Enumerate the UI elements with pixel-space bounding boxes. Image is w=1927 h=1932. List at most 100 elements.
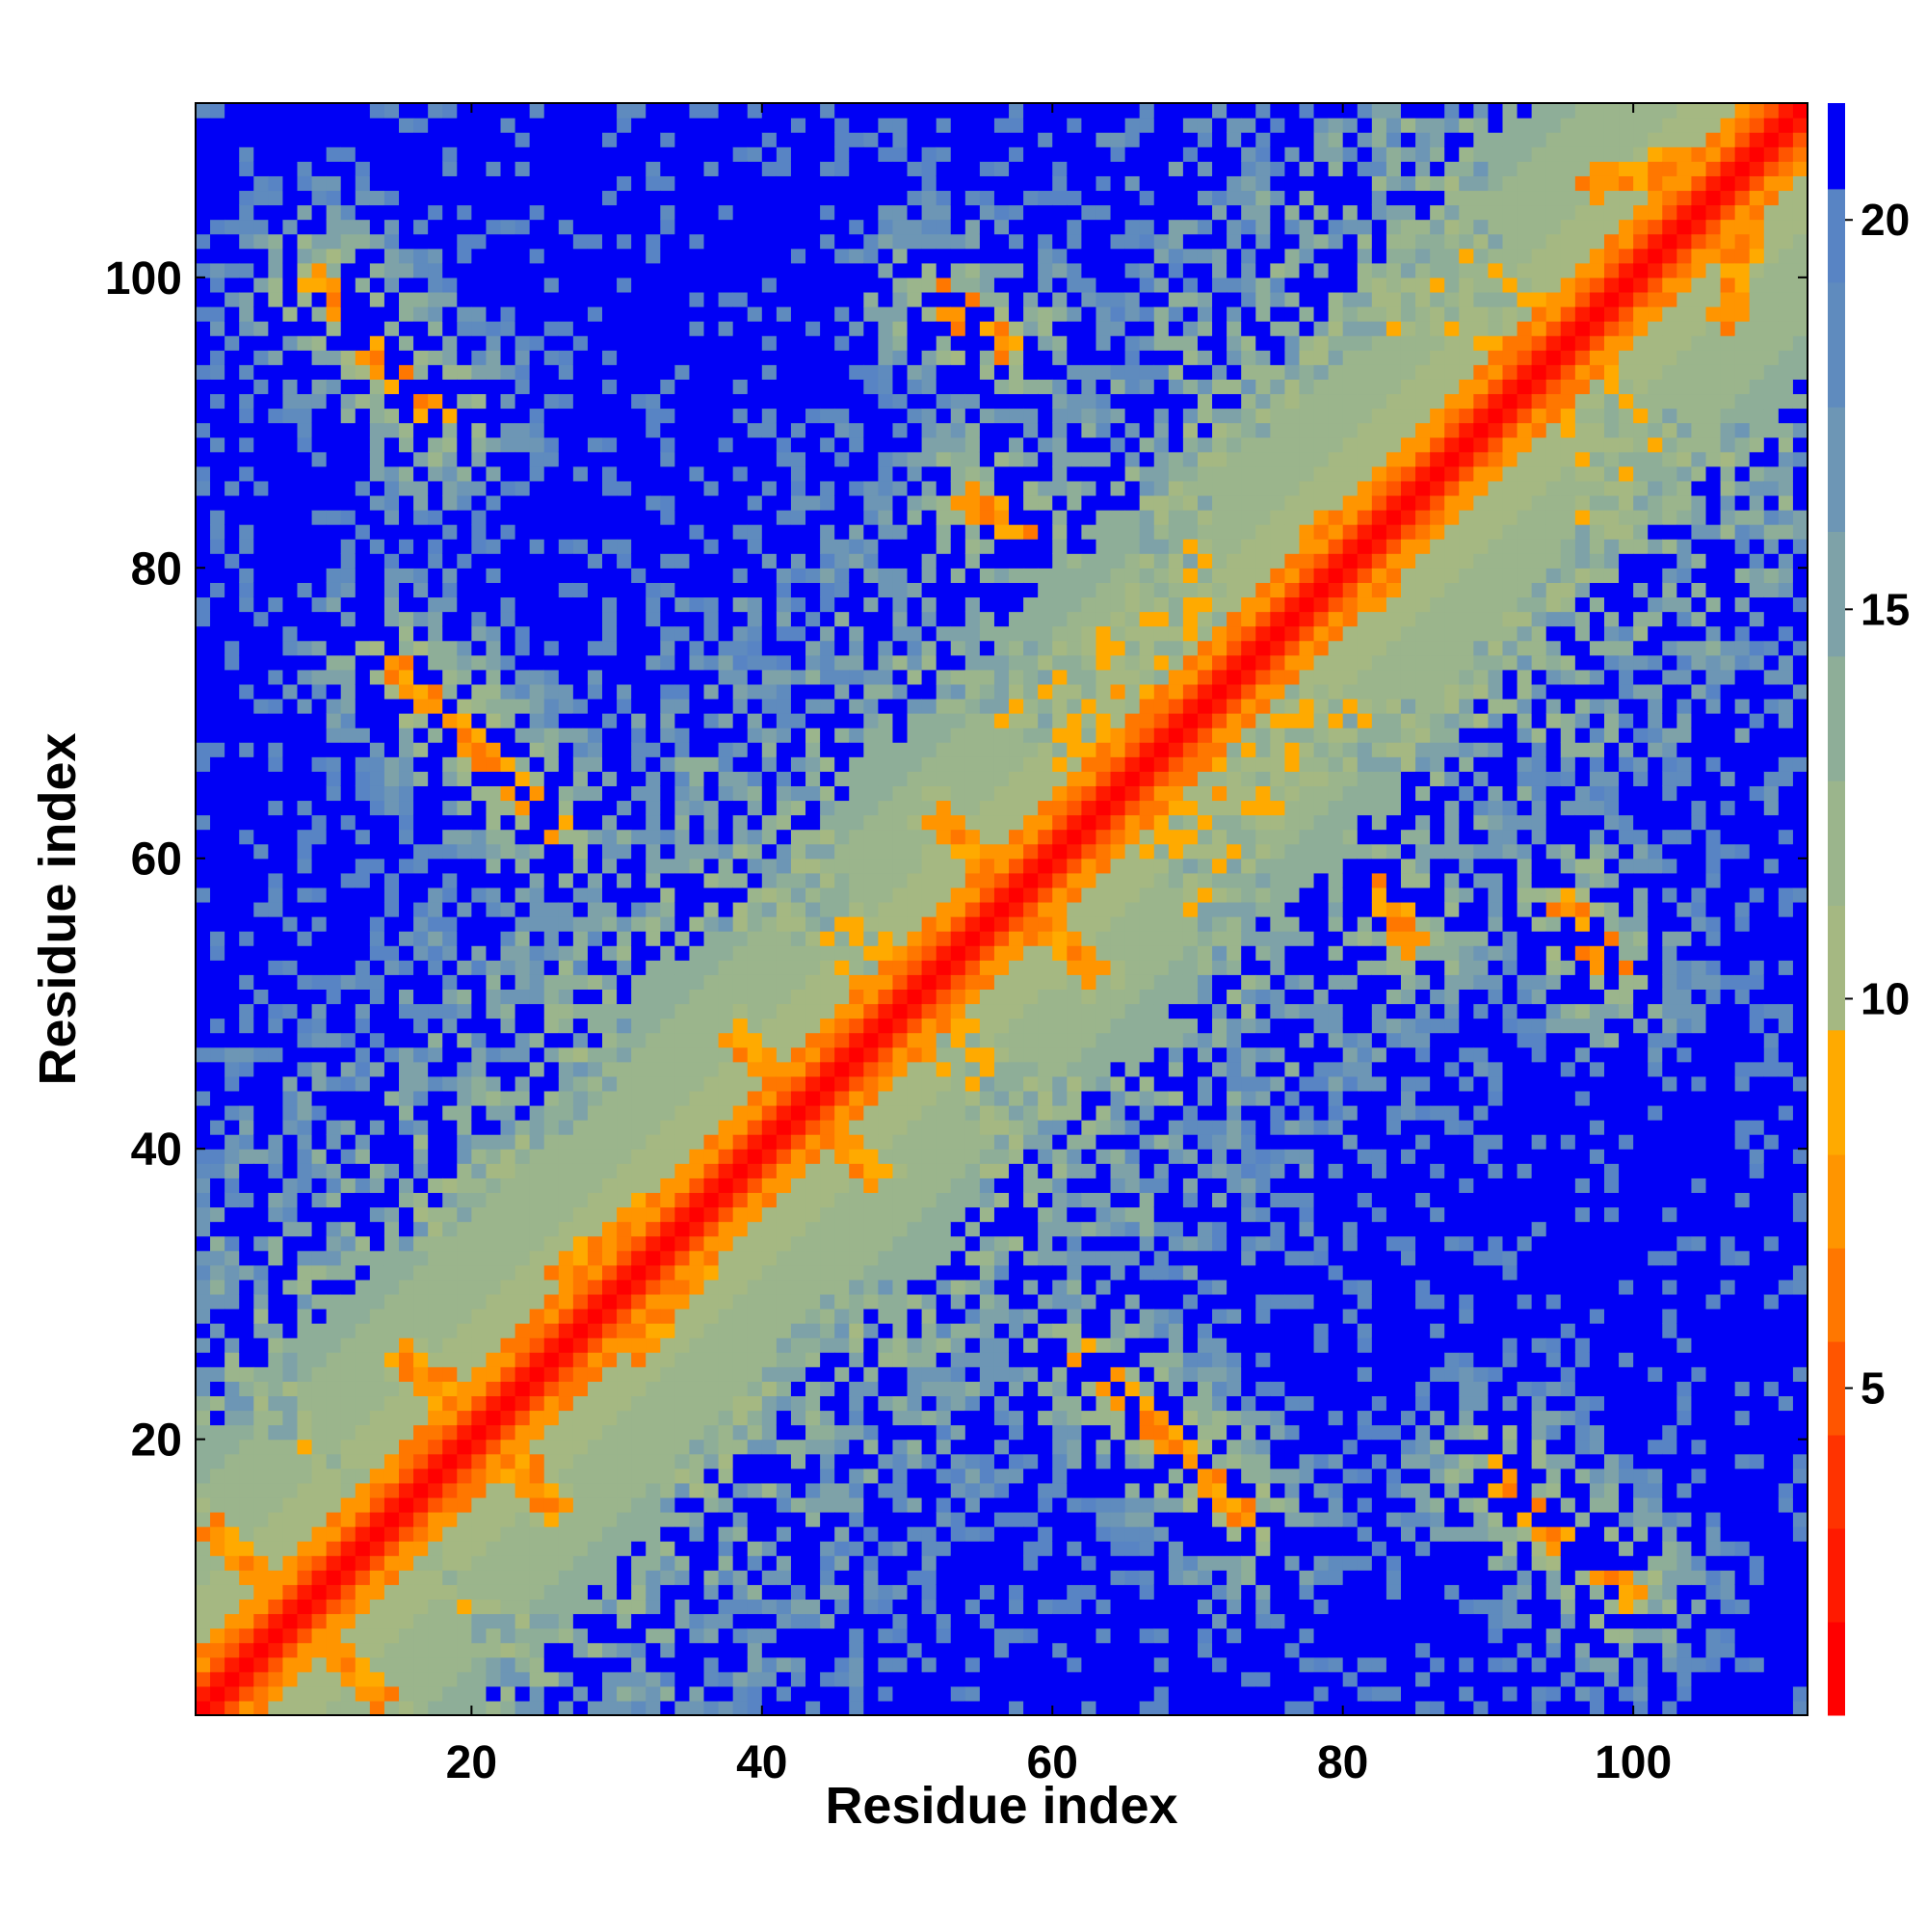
heatmap-cell bbox=[383, 1381, 400, 1397]
heatmap-cell bbox=[326, 1293, 342, 1310]
heatmap-cell bbox=[660, 465, 675, 482]
heatmap-cell bbox=[732, 1046, 749, 1063]
heatmap-cell bbox=[617, 335, 632, 351]
heatmap-cell bbox=[587, 175, 603, 192]
heatmap-cell bbox=[457, 843, 472, 860]
heatmap-cell bbox=[326, 843, 342, 860]
heatmap-cell bbox=[253, 291, 269, 307]
heatmap-cell bbox=[355, 1496, 371, 1513]
heatmap-cell bbox=[761, 1061, 778, 1077]
heatmap-cell bbox=[558, 1642, 574, 1658]
heatmap-cell bbox=[355, 800, 371, 816]
heatmap-cell bbox=[529, 1511, 545, 1527]
heatmap-cell bbox=[355, 1149, 371, 1164]
heatmap-cell bbox=[471, 350, 488, 365]
heatmap-cell bbox=[515, 1192, 531, 1208]
heatmap-cell bbox=[383, 1104, 400, 1121]
heatmap-cell bbox=[383, 568, 400, 583]
heatmap-cell bbox=[674, 350, 691, 365]
heatmap-cell bbox=[543, 1555, 560, 1571]
heatmap-cell bbox=[297, 364, 313, 380]
heatmap-cell bbox=[268, 1090, 284, 1106]
heatmap-cell bbox=[355, 553, 371, 569]
heatmap-cell bbox=[790, 103, 806, 119]
heatmap-cell bbox=[689, 1003, 705, 1019]
heatmap-cell bbox=[805, 1656, 821, 1673]
heatmap-cell bbox=[210, 683, 225, 700]
heatmap-cell bbox=[369, 1003, 385, 1019]
heatmap-cell bbox=[297, 785, 313, 802]
heatmap-cell bbox=[587, 1018, 603, 1034]
heatmap-cell bbox=[486, 800, 502, 816]
heatmap-cell bbox=[820, 1599, 835, 1615]
heatmap-cell bbox=[572, 872, 589, 888]
heatmap-cell bbox=[732, 146, 749, 162]
heatmap-cell bbox=[268, 291, 284, 307]
heatmap-cell bbox=[224, 306, 240, 322]
heatmap-cell bbox=[253, 1018, 269, 1034]
heatmap-cell bbox=[572, 1293, 589, 1310]
heatmap-cell bbox=[587, 713, 603, 728]
heatmap-cell bbox=[471, 582, 488, 598]
heatmap-cell bbox=[529, 1221, 545, 1237]
heatmap-cell bbox=[428, 1003, 443, 1019]
heatmap-cell bbox=[805, 1323, 821, 1338]
heatmap-cell bbox=[834, 451, 850, 467]
heatmap-cell bbox=[471, 800, 488, 816]
heatmap-cell bbox=[834, 742, 850, 757]
heatmap-cell bbox=[572, 814, 589, 831]
heatmap-cell bbox=[617, 408, 632, 424]
heatmap-cell bbox=[399, 1308, 414, 1324]
heatmap-cell bbox=[428, 494, 443, 511]
heatmap-cell bbox=[369, 524, 385, 540]
heatmap-cell bbox=[776, 713, 792, 728]
heatmap-cell bbox=[239, 1206, 254, 1223]
heatmap-cell bbox=[224, 1671, 240, 1687]
heatmap-cell bbox=[834, 1526, 850, 1542]
heatmap-cell bbox=[210, 262, 225, 278]
heatmap-cell bbox=[268, 1206, 284, 1223]
heatmap-cell bbox=[558, 771, 574, 786]
heatmap-cell bbox=[602, 683, 618, 700]
heatmap-cell bbox=[834, 1584, 850, 1601]
heatmap-cell bbox=[515, 1293, 531, 1310]
heatmap-cell bbox=[442, 118, 458, 133]
heatmap-cell bbox=[703, 1613, 720, 1629]
heatmap-cell bbox=[210, 1149, 225, 1164]
heatmap-cell bbox=[646, 190, 661, 206]
heatmap-cell bbox=[646, 480, 661, 496]
heatmap-cell bbox=[820, 248, 835, 264]
heatmap-cell bbox=[689, 1235, 705, 1252]
heatmap-cell bbox=[602, 335, 618, 351]
heatmap-cell bbox=[602, 1134, 618, 1150]
heatmap-cell bbox=[790, 1235, 806, 1252]
heatmap-cell bbox=[428, 1308, 443, 1324]
heatmap-cell bbox=[239, 1308, 254, 1324]
heatmap-cell bbox=[399, 582, 414, 598]
heatmap-cell bbox=[224, 974, 240, 990]
heatmap-cell bbox=[442, 219, 458, 235]
heatmap-cell bbox=[369, 858, 385, 874]
heatmap-cell bbox=[457, 1192, 472, 1208]
heatmap-cell bbox=[297, 277, 313, 293]
heatmap-cell bbox=[660, 379, 675, 395]
heatmap-cell bbox=[674, 132, 691, 147]
heatmap-cell bbox=[428, 1439, 443, 1455]
heatmap-cell bbox=[340, 335, 356, 351]
heatmap-cell bbox=[471, 1163, 488, 1178]
heatmap-cell bbox=[515, 713, 531, 728]
heatmap-cell bbox=[383, 1061, 400, 1077]
heatmap-cell bbox=[805, 437, 821, 453]
heatmap-cell bbox=[689, 960, 705, 975]
heatmap-cell bbox=[196, 901, 211, 917]
heatmap-cell bbox=[340, 291, 356, 307]
heatmap-cell bbox=[660, 698, 675, 714]
heatmap-cell bbox=[834, 1700, 850, 1716]
heatmap-cell bbox=[558, 1541, 574, 1556]
heatmap-cell bbox=[820, 1526, 835, 1542]
heatmap-cell bbox=[471, 654, 488, 671]
heatmap-cell bbox=[196, 800, 211, 816]
heatmap-cell bbox=[355, 161, 371, 176]
heatmap-cell bbox=[196, 161, 211, 176]
heatmap-cell bbox=[282, 1395, 299, 1412]
